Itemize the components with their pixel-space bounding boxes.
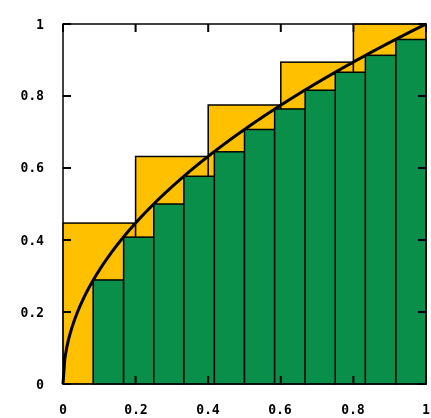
lower-bar-9 [364, 54, 397, 385]
y-tick-label-0.8: 0.8 [21, 89, 45, 104]
x-tick-label-1: 1 [422, 403, 430, 418]
y-tick-label-1: 1 [36, 18, 44, 33]
lower-bar-1 [122, 236, 155, 385]
lower-bar-4 [213, 151, 246, 385]
axis-ticks [62, 23, 427, 385]
x-tick-label-0.2: 0.2 [124, 403, 147, 418]
lower-bar-5 [243, 128, 276, 385]
y-tick-label-0.6: 0.6 [21, 161, 45, 176]
lower-bar-7 [304, 89, 337, 385]
y-tick-label-0.4: 0.4 [21, 234, 45, 249]
lower-bar-6 [273, 108, 306, 385]
lower-bar-10 [395, 38, 427, 385]
x-tick-label-0.4: 0.4 [196, 403, 220, 418]
y-tick-label-0: 0 [36, 378, 44, 393]
lower-bar-2 [153, 203, 185, 385]
lower-bar-0 [92, 279, 125, 385]
lower-bar-3 [183, 175, 216, 385]
x-tick-label-0.8: 0.8 [341, 403, 365, 418]
x-tick-label-0: 0 [59, 403, 67, 418]
lower-bar-8 [334, 71, 367, 385]
x-tick-label-0.6: 0.6 [268, 403, 292, 418]
plot-frame [62, 23, 427, 385]
sqrt-curve [61, 22, 427, 385]
y-tick-label-0.2: 0.2 [21, 306, 44, 321]
